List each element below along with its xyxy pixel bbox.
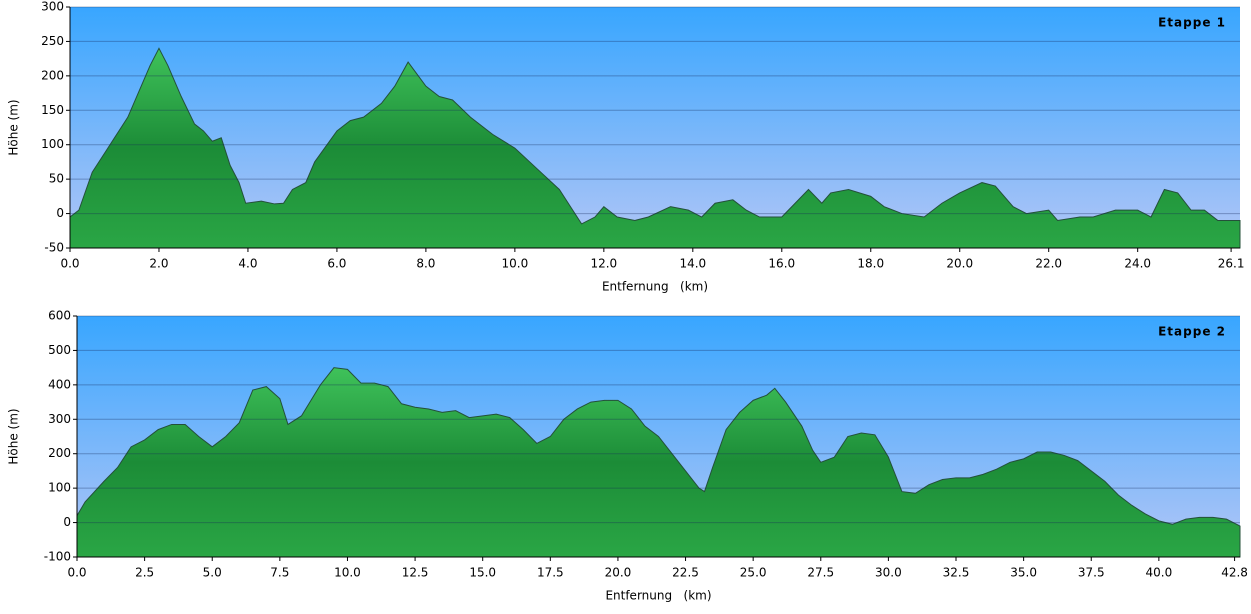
x-axis-label: Entfernung (km) <box>602 280 708 294</box>
x-tick-label: 4.0 <box>238 257 257 271</box>
x-axis-label: Entfernung (km) <box>605 589 711 603</box>
x-tick-label: 10.0 <box>334 566 361 580</box>
x-tick-label: 2.0 <box>149 257 168 271</box>
x-tick-label: 18.0 <box>857 257 884 271</box>
y-tick-label: 100 <box>48 481 71 495</box>
x-tick-label: 40.0 <box>1146 566 1173 580</box>
x-tick-label: 0.0 <box>60 257 79 271</box>
x-tick-label: 15.0 <box>469 566 496 580</box>
x-tick-label: 16.0 <box>768 257 795 271</box>
x-tick-label: 20.0 <box>605 566 632 580</box>
y-tick-label: 150 <box>41 103 64 117</box>
y-tick-label: 500 <box>48 343 71 357</box>
y-axis-label: Höhe (m) <box>7 408 21 464</box>
x-tick-label: 2.5 <box>135 566 154 580</box>
x-tick-label: 35.0 <box>1010 566 1037 580</box>
y-tick-label: 100 <box>41 137 64 151</box>
x-tick-label: 5.0 <box>203 566 222 580</box>
y-tick-label: 200 <box>41 68 64 82</box>
y-tick-label: 200 <box>48 446 71 460</box>
x-tick-label: 7.5 <box>270 566 289 580</box>
x-tick-label: 17.5 <box>537 566 564 580</box>
x-tick-label: 37.5 <box>1078 566 1105 580</box>
y-tick-label: -100 <box>44 550 71 564</box>
x-tick-label: 10.0 <box>502 257 529 271</box>
x-tick-label: 12.5 <box>402 566 429 580</box>
y-tick-label: 300 <box>48 412 71 426</box>
x-tick-label: 8.0 <box>416 257 435 271</box>
y-tick-label: 400 <box>48 377 71 391</box>
x-tick-label: 0.0 <box>67 566 86 580</box>
x-tick-label: 30.0 <box>875 566 902 580</box>
x-tick-label: 6.0 <box>327 257 346 271</box>
x-tick-label: 24.0 <box>1124 257 1151 271</box>
x-tick-label: 20.0 <box>946 257 973 271</box>
y-tick-label: 250 <box>41 34 64 48</box>
x-tick-label: 22.5 <box>672 566 699 580</box>
x-tick-label: 12.0 <box>590 257 617 271</box>
y-tick-label: -50 <box>44 241 64 255</box>
y-tick-label: 0 <box>56 206 64 220</box>
y-tick-label: 300 <box>41 0 64 14</box>
x-tick-label: 25.0 <box>740 566 767 580</box>
y-axis-label: Höhe (m) <box>7 99 21 155</box>
y-tick-label: 50 <box>49 172 64 186</box>
elevation-area <box>69 47 1241 249</box>
elevation-area <box>76 367 1241 558</box>
chart-title: Etappe 2 <box>1158 325 1226 339</box>
x-tick-label: 27.5 <box>807 566 834 580</box>
x-tick-label: 22.0 <box>1035 257 1062 271</box>
chart-title: Etappe 1 <box>1158 16 1226 30</box>
x-tick-label: 14.0 <box>679 257 706 271</box>
y-tick-label: 600 <box>48 309 71 323</box>
x-tick-label: 42.8 <box>1221 566 1248 580</box>
y-tick-label: 0 <box>63 515 71 529</box>
x-tick-label: 26.1 <box>1218 257 1245 271</box>
x-tick-label: 32.5 <box>943 566 970 580</box>
